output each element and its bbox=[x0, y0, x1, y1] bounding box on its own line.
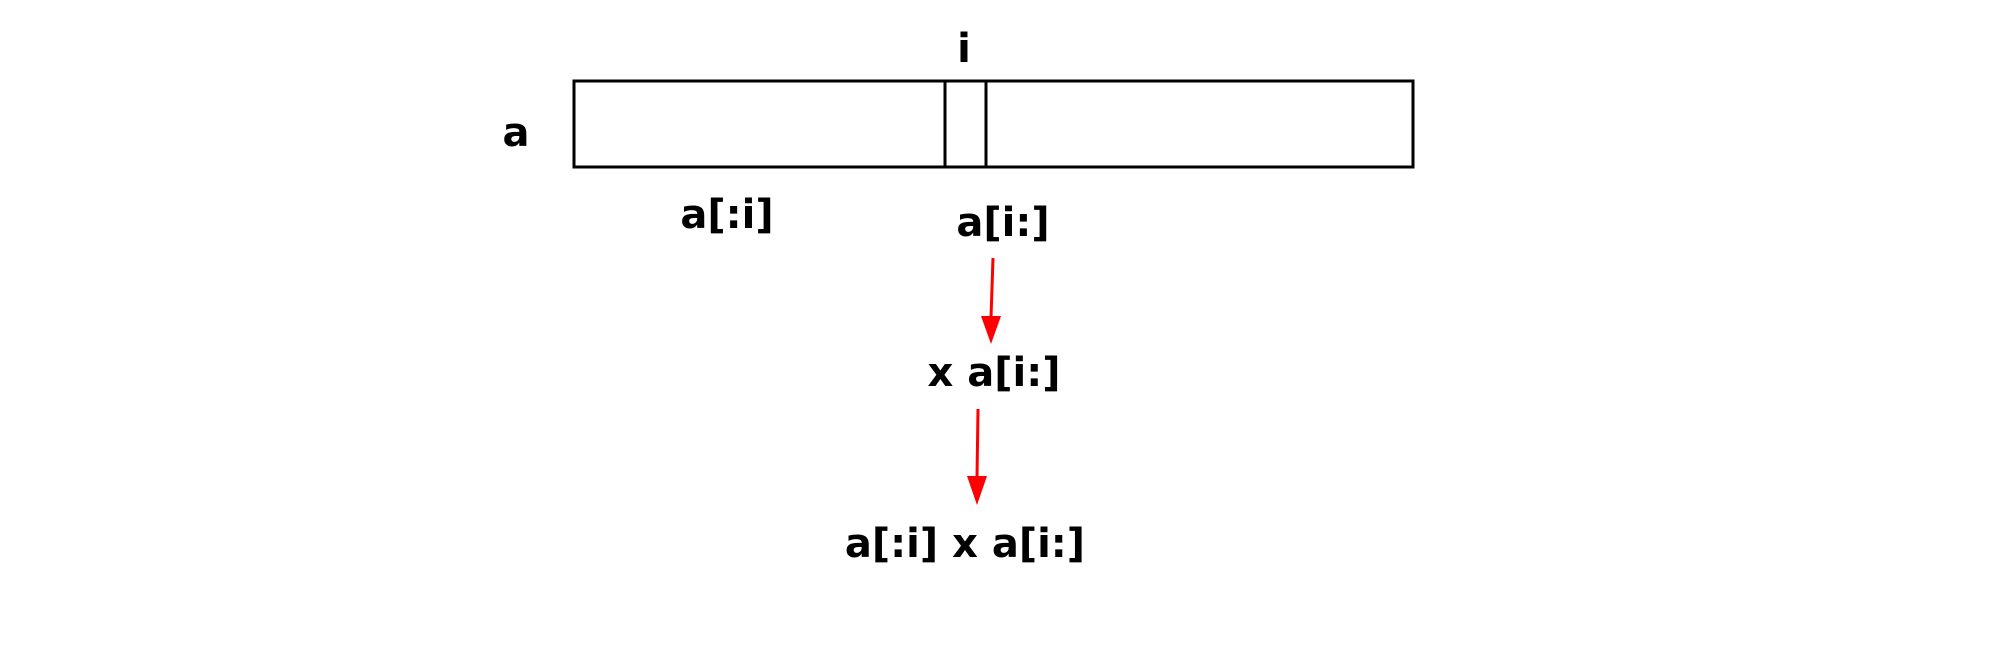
arrow-down-2 bbox=[967, 408, 987, 505]
step-label-1: x a[i:] bbox=[928, 350, 1061, 396]
array-name-label: a bbox=[503, 110, 530, 156]
step-label-2: a[:i] x a[i:] bbox=[845, 521, 1085, 567]
arrow-down-1 bbox=[981, 257, 1001, 344]
array-box bbox=[572, 79, 1415, 169]
left-slice-label: a[:i] bbox=[680, 192, 773, 238]
index-label: i bbox=[957, 26, 971, 72]
right-slice-label: a[i:] bbox=[956, 200, 1049, 246]
